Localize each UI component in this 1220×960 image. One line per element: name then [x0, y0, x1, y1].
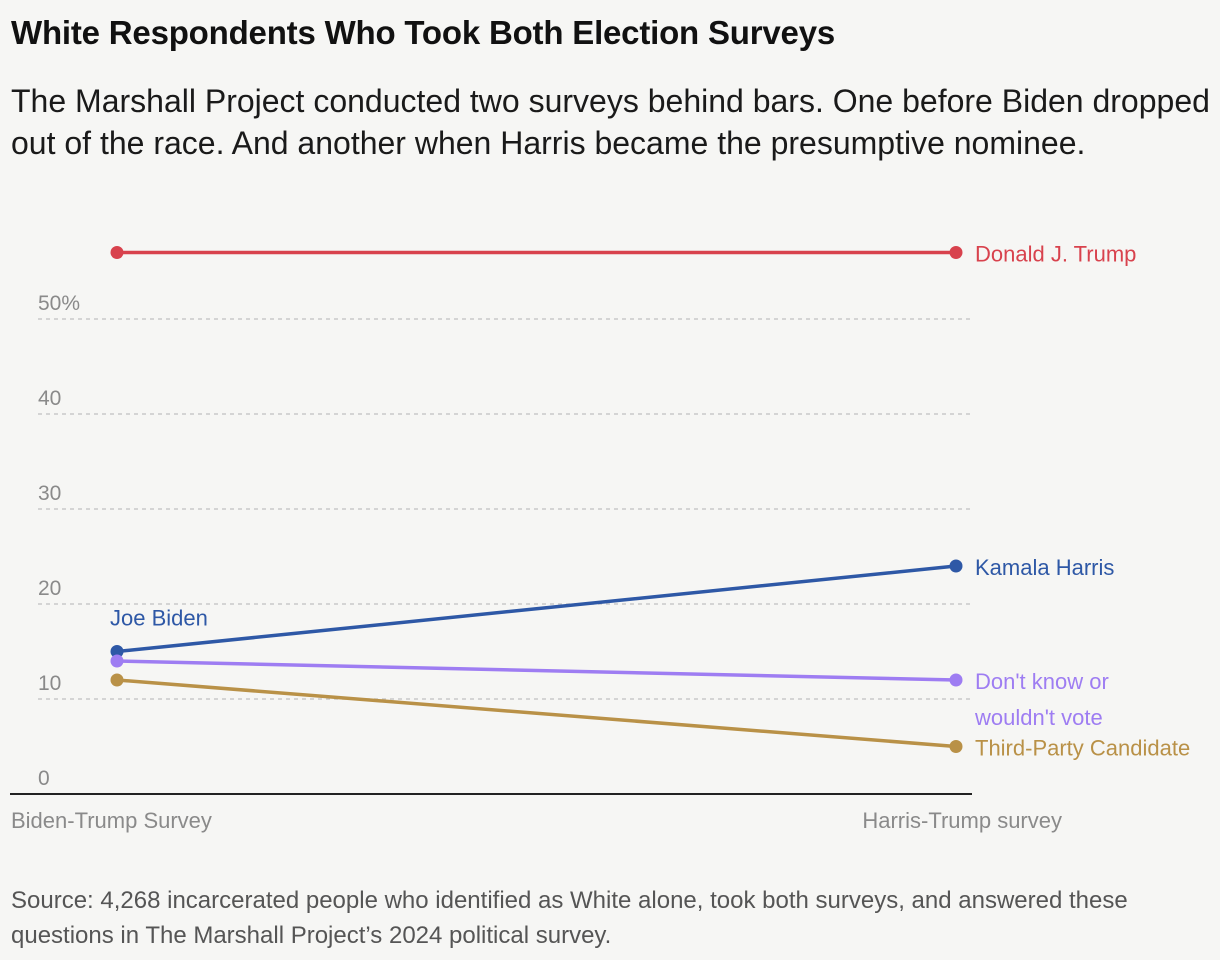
- series-line-don-t-know-or-wouldn-t-vote: [115, 659, 958, 682]
- y-tick-label: 20: [38, 577, 61, 600]
- series-line-third-party-candidate: [115, 678, 958, 749]
- chart-subtitle: The Marshall Project conducted two surve…: [11, 83, 1210, 161]
- y-tick-label: 40: [38, 387, 61, 410]
- series-label-donald-j-trump: Donald J. Trump: [975, 242, 1136, 267]
- data-point-don-t-know-or-wouldn-t-vote: [110, 654, 124, 668]
- data-point-third-party-candidate: [949, 740, 963, 753]
- start-label-kamala-harris: Joe Biden: [110, 606, 208, 631]
- series-label-third-party-candidate: Third-Party Candidate: [975, 736, 1190, 761]
- series-label-kamala-harris: Kamala Harris: [975, 555, 1114, 580]
- series-line-kamala-harris: [115, 564, 958, 654]
- chart-title: White Respondents Who Took Both Election…: [11, 14, 836, 51]
- data-point-kamala-harris: [949, 559, 963, 573]
- x-tick-label: Harris-Trump survey: [862, 808, 1062, 833]
- x-tick-label: Biden-Trump Survey: [11, 808, 212, 833]
- y-tick-label: 30: [38, 482, 61, 505]
- y-tick-label: 10: [38, 672, 61, 695]
- y-tick-label: 50%: [38, 292, 80, 315]
- data-point-kamala-harris: [110, 645, 124, 658]
- series-label-don-t-know-or-wouldn-t-vote: Don't know or wouldn't vote: [974, 669, 1109, 730]
- line-chart: 0 10 20 30 40 50% Biden-Trump Survey Harris-Tru…: [10, 242, 1190, 833]
- source-note: Source: 4,268 incarcerated people who id…: [11, 887, 1128, 949]
- y-tick-label: 0: [38, 767, 50, 790]
- data-point-third-party-candidate: [110, 673, 124, 687]
- data-point-don-t-know-or-wouldn-t-vote: [949, 673, 963, 687]
- data-point-donald-j-trump: [110, 246, 124, 259]
- data-point-donald-j-trump: [949, 246, 963, 259]
